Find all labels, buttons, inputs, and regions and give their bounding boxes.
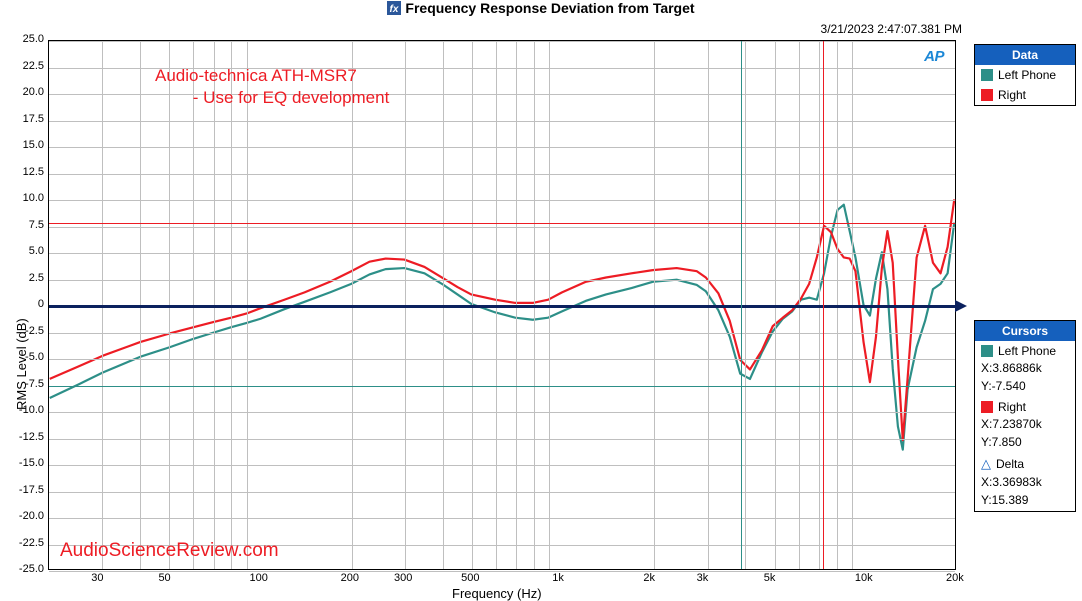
plot-area (48, 40, 956, 570)
cursor-delta-x: X:3.36983k (975, 475, 1075, 493)
svg-text:fx: fx (390, 4, 399, 15)
y-tick-label: -10.0 (19, 404, 44, 416)
cursor-label: Right (998, 400, 1026, 414)
cursor-line-v[interactable] (823, 41, 824, 569)
fx-icon: fx (387, 1, 401, 15)
zero-arrow-icon (955, 300, 967, 312)
grid-line-h (49, 571, 955, 572)
zero-line (49, 305, 955, 308)
y-tick-label: -12.5 (19, 431, 44, 443)
timestamp: 3/21/2023 2:47:07.381 PM (821, 22, 962, 36)
y-tick-label: 5.0 (29, 245, 44, 257)
y-tick-label: -15.0 (19, 457, 44, 469)
y-tick-label: -25.0 (19, 563, 44, 575)
x-tick-label: 100 (250, 572, 268, 584)
cursor-label: Delta (996, 457, 1024, 471)
legend-label: Left Phone (998, 68, 1056, 82)
x-tick-label: 200 (341, 572, 359, 584)
cursor-label: Left Phone (998, 344, 1056, 358)
y-tick-label: 10.0 (23, 192, 44, 204)
title-text: Frequency Response Deviation from Target (405, 0, 694, 16)
ap-logo: AP (920, 46, 948, 67)
x-tick-label: 10k (855, 572, 873, 584)
cursor-left-y: Y:-7.540 (975, 379, 1075, 397)
chart-container: fx Frequency Response Deviation from Tar… (0, 0, 1082, 600)
legend-data: Data Left Phone Right (974, 44, 1076, 106)
y-tick-label: 0 (38, 298, 44, 310)
y-tick-label: 17.5 (23, 113, 44, 125)
cursor-item-delta: △ Delta (975, 453, 1075, 475)
x-tick-label: 5k (764, 572, 776, 584)
y-tick-label: 7.5 (29, 219, 44, 231)
x-tick-label: 50 (158, 572, 170, 584)
x-tick-label: 30 (91, 572, 103, 584)
delta-icon: △ (981, 456, 991, 472)
y-tick-label: -2.5 (25, 325, 44, 337)
cursor-right-y: Y:7.850 (975, 435, 1075, 453)
y-tick-label: 22.5 (23, 60, 44, 72)
legend-cursors: Cursors Left Phone X:3.86886k Y:-7.540 R… (974, 320, 1076, 512)
cursor-line-v[interactable] (741, 41, 742, 569)
chart-title: fx Frequency Response Deviation from Tar… (0, 0, 1082, 22)
x-tick-label: 500 (461, 572, 479, 584)
cursor-item-left[interactable]: Left Phone (975, 341, 1075, 361)
swatch-icon (981, 89, 993, 101)
y-tick-label: 12.5 (23, 166, 44, 178)
x-tick-label: 300 (394, 572, 412, 584)
watermark: AudioScienceReview.com (60, 540, 279, 562)
x-axis-label: Frequency (Hz) (452, 586, 542, 601)
legend-item-left[interactable]: Left Phone (975, 65, 1075, 85)
annotation-line2: - Use for EQ development (155, 88, 389, 108)
swatch-icon (981, 345, 993, 357)
y-tick-label: -7.5 (25, 378, 44, 390)
y-tick-label: -20.0 (19, 510, 44, 522)
x-tick-label: 2k (643, 572, 655, 584)
x-tick-label: 3k (697, 572, 709, 584)
y-tick-label: 2.5 (29, 272, 44, 284)
cursor-line-h[interactable] (49, 223, 955, 224)
annotation-line1: Audio-technica ATH-MSR7 (155, 66, 357, 86)
y-tick-label: 25.0 (23, 33, 44, 45)
cursor-line-h[interactable] (49, 386, 955, 387)
cursor-delta-y: Y:15.389 (975, 493, 1075, 511)
y-tick-label: 15.0 (23, 139, 44, 151)
swatch-icon (981, 69, 993, 81)
cursor-right-x: X:7.23870k (975, 417, 1075, 435)
cursor-left-x: X:3.86886k (975, 361, 1075, 379)
swatch-icon (981, 401, 993, 413)
legend-item-right[interactable]: Right (975, 85, 1075, 105)
cursor-item-right[interactable]: Right (975, 397, 1075, 417)
legend-label: Right (998, 88, 1026, 102)
x-tick-label: 1k (552, 572, 564, 584)
y-tick-label: -22.5 (19, 537, 44, 549)
legend-data-header: Data (975, 45, 1075, 65)
y-tick-label: -5.0 (25, 351, 44, 363)
legend-cursors-header: Cursors (975, 321, 1075, 341)
y-tick-label: -17.5 (19, 484, 44, 496)
y-tick-label: 20.0 (23, 86, 44, 98)
x-tick-label: 20k (946, 572, 964, 584)
